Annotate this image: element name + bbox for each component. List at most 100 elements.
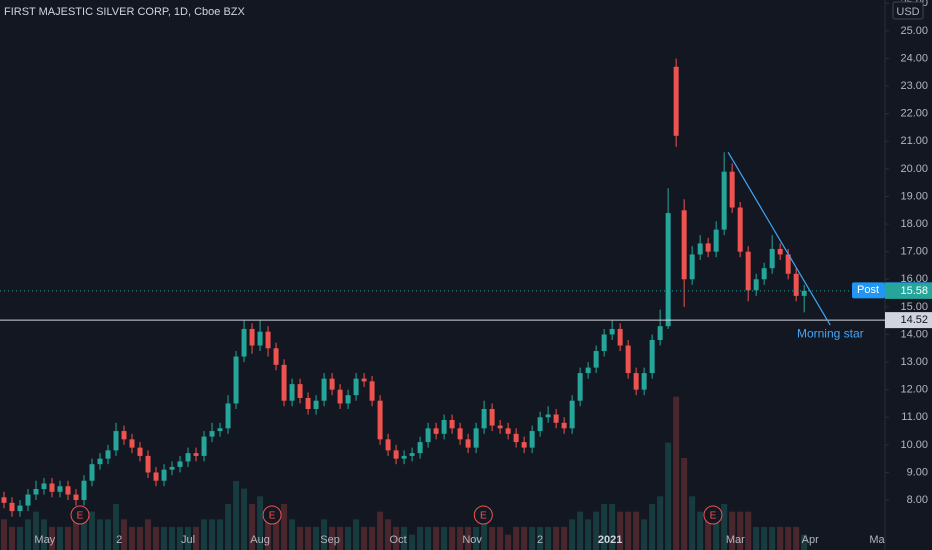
candle-body [393, 450, 399, 459]
volume-bar [553, 527, 560, 550]
y-tick-label: 18.00 [900, 218, 928, 230]
earnings-marker [473, 505, 493, 525]
x-tick-label: Aug [250, 534, 270, 546]
candle-body [537, 417, 543, 432]
y-tick-label: 10.00 [900, 439, 928, 451]
y-tick-label: 25.00 [900, 25, 928, 37]
candle-body [705, 243, 711, 252]
volume-bar [329, 527, 336, 550]
post-name: Post [857, 284, 879, 296]
currency-label: USD [896, 6, 919, 18]
volume-bar [705, 519, 712, 550]
volume-bar [393, 527, 400, 550]
volume-bar [345, 527, 352, 550]
y-tick-label: 16.00 [900, 273, 928, 285]
candle-body [209, 431, 215, 437]
candle-body [241, 328, 247, 357]
candle-body [641, 373, 647, 390]
volume-bar [113, 504, 120, 550]
candle-body [673, 66, 679, 136]
y-tick-label: 22.00 [900, 108, 928, 120]
volume-bar [753, 527, 760, 550]
candle-body [425, 428, 431, 443]
volume-bar [281, 504, 288, 550]
volume-bar [49, 527, 56, 550]
candle-body [33, 489, 39, 495]
candle-body [89, 464, 95, 481]
candle-body [105, 450, 111, 459]
candle-body [737, 207, 743, 252]
volume-bar [481, 519, 488, 550]
candle-body [409, 453, 415, 456]
volume-bar [497, 527, 504, 550]
x-tick-label: Apr [802, 534, 819, 546]
volume-bar [305, 527, 312, 550]
candle-body [489, 408, 495, 426]
y-tick-label: 12.00 [900, 384, 928, 396]
candle-body [513, 433, 519, 443]
volume-bar [425, 527, 432, 550]
volume-bar [617, 511, 624, 550]
candle-body [1, 497, 7, 503]
x-tick-label: Jul [181, 534, 195, 546]
candle-body [753, 279, 759, 291]
trend-line [727, 152, 831, 326]
volume-bar [601, 504, 608, 550]
volume-bar [193, 527, 200, 550]
volume-bar [169, 527, 176, 550]
x-tick-label: Sep [320, 534, 340, 546]
candle-body [457, 428, 463, 440]
candle-body [137, 447, 143, 456]
candle-body [73, 494, 79, 501]
candle-body [377, 400, 383, 440]
volume-bar [729, 511, 736, 550]
volume-bar [505, 534, 512, 550]
volume-bar [313, 527, 320, 550]
volume-bar [577, 511, 584, 550]
volume-bar [89, 511, 96, 550]
x-tick-label: May [34, 534, 55, 546]
y-tick-label: 21.00 [900, 135, 928, 147]
candle-body [433, 428, 439, 434]
volume-bar [353, 519, 360, 550]
volume-bar [585, 519, 592, 550]
candle-body [25, 494, 31, 506]
candle-body [689, 254, 695, 280]
y-tick-label: 19.00 [900, 190, 928, 202]
candle-body [289, 384, 295, 401]
earnings-marker [703, 505, 723, 525]
earnings-label: E [480, 511, 487, 522]
candle-body [9, 502, 15, 512]
volume-bar [649, 504, 656, 550]
candle-body [145, 455, 151, 473]
candle-body [793, 273, 799, 296]
volume-bar [105, 519, 112, 550]
earnings-label: E [269, 511, 276, 522]
candle-body [185, 453, 191, 462]
candle-body [617, 328, 623, 346]
currency-box [892, 1, 924, 20]
y-tick-label: 20.00 [900, 163, 928, 175]
volume-bar [473, 527, 480, 550]
volume-bar [201, 519, 208, 550]
candle-body [777, 248, 783, 255]
candle-body [129, 439, 135, 448]
volume-bar [17, 527, 24, 550]
y-tick-label: 13.00 [900, 356, 928, 368]
candle-body [193, 453, 199, 456]
candle-body [353, 378, 359, 396]
x-tick-label: 2 [116, 534, 122, 546]
candle-body [657, 326, 663, 340]
candle-body [713, 229, 719, 252]
volume-bar [545, 527, 552, 550]
x-tick-label: 2 [537, 534, 543, 546]
candle-body [505, 428, 511, 434]
volume-bar [377, 511, 384, 550]
volume-bar [681, 458, 688, 550]
candle-body [449, 420, 455, 429]
volume-bar [129, 527, 136, 550]
volume-bar [153, 527, 160, 550]
candle-body [329, 378, 335, 390]
candle-body [41, 483, 47, 490]
candle-body [785, 254, 791, 274]
